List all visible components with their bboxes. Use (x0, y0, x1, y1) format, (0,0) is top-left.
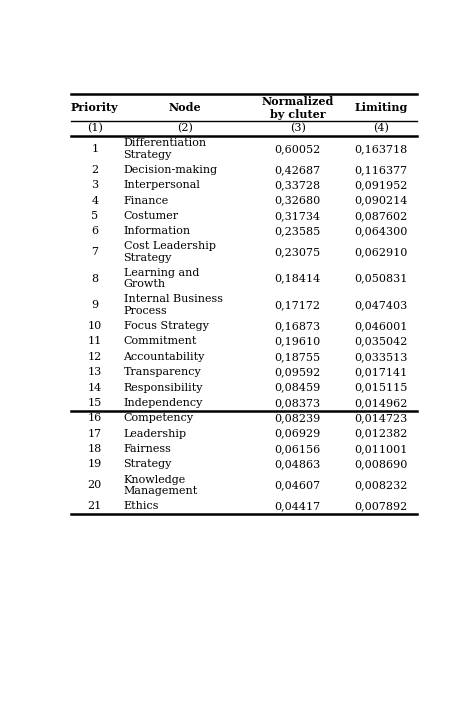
Text: 15: 15 (88, 398, 102, 408)
Text: 1: 1 (91, 144, 99, 154)
Text: (2): (2) (177, 124, 193, 134)
Text: Accountability: Accountability (124, 352, 205, 362)
Text: Node: Node (169, 102, 201, 114)
Text: 0,04607: 0,04607 (275, 481, 321, 491)
Text: Independency: Independency (124, 398, 203, 408)
Text: 0,047403: 0,047403 (354, 300, 407, 310)
Text: Competency: Competency (124, 413, 194, 423)
Text: 9: 9 (91, 300, 99, 310)
Text: Transparency: Transparency (124, 367, 201, 377)
Text: 0,08459: 0,08459 (275, 383, 321, 393)
Text: 4: 4 (91, 196, 99, 206)
Text: 18: 18 (88, 444, 102, 454)
Text: Decision-making: Decision-making (124, 165, 218, 175)
Text: 0,091952: 0,091952 (354, 180, 407, 190)
Text: 17: 17 (88, 428, 102, 438)
Text: Ethics: Ethics (124, 501, 159, 511)
Text: 0,04417: 0,04417 (275, 501, 321, 511)
Text: 11: 11 (88, 336, 102, 346)
Text: 0,011001: 0,011001 (354, 444, 407, 454)
Text: 10: 10 (88, 321, 102, 331)
Text: Focus Strategy: Focus Strategy (124, 321, 208, 331)
Text: Responsibility: Responsibility (124, 383, 203, 393)
Text: 21: 21 (88, 501, 102, 511)
Text: 0,064300: 0,064300 (354, 226, 407, 236)
Text: Strategy: Strategy (124, 460, 172, 470)
Text: 0,18755: 0,18755 (275, 352, 321, 362)
Text: 0,008690: 0,008690 (354, 460, 407, 470)
Text: 0,23585: 0,23585 (275, 226, 321, 236)
Text: 8: 8 (91, 273, 99, 283)
Text: 0,16873: 0,16873 (275, 321, 321, 331)
Text: 0,42687: 0,42687 (275, 165, 321, 175)
Text: 0,012382: 0,012382 (354, 428, 407, 438)
Text: Costumer: Costumer (124, 211, 178, 221)
Text: Limiting: Limiting (354, 102, 407, 114)
Text: Finance: Finance (124, 196, 169, 206)
Text: 0,163718: 0,163718 (354, 144, 407, 154)
Text: 20: 20 (88, 481, 102, 491)
Text: Cost Leadership
Strategy: Cost Leadership Strategy (124, 241, 216, 263)
Text: 0,050831: 0,050831 (354, 273, 407, 283)
Text: 0,014723: 0,014723 (354, 413, 407, 423)
Text: Interpersonal: Interpersonal (124, 180, 200, 190)
Text: Information: Information (124, 226, 191, 236)
Text: 0,116377: 0,116377 (354, 165, 407, 175)
Text: 0,087602: 0,087602 (354, 211, 407, 221)
Text: 6: 6 (91, 226, 99, 236)
Text: Leadership: Leadership (124, 428, 187, 438)
Text: 0,014962: 0,014962 (354, 398, 407, 408)
Text: 0,015115: 0,015115 (354, 383, 407, 393)
Text: 19: 19 (88, 460, 102, 470)
Text: 0,32680: 0,32680 (275, 196, 321, 206)
Text: 0,008232: 0,008232 (354, 481, 407, 491)
Text: 0,062910: 0,062910 (354, 247, 407, 257)
Text: 0,007892: 0,007892 (354, 501, 407, 511)
Text: 0,17172: 0,17172 (275, 300, 321, 310)
Text: 3: 3 (91, 180, 99, 190)
Text: 0,09592: 0,09592 (275, 367, 321, 377)
Text: 7: 7 (91, 247, 99, 257)
Text: Normalized
by cluter: Normalized by cluter (261, 96, 334, 119)
Text: 14: 14 (88, 383, 102, 393)
Text: Commitment: Commitment (124, 336, 197, 346)
Text: 0,090214: 0,090214 (354, 196, 407, 206)
Text: Internal Business
Process: Internal Business Process (124, 294, 223, 316)
Text: 0,08373: 0,08373 (275, 398, 321, 408)
Text: Differentiation
Strategy: Differentiation Strategy (124, 138, 207, 160)
Text: 2: 2 (91, 165, 99, 175)
Text: 0,06929: 0,06929 (275, 428, 321, 438)
Text: 0,06156: 0,06156 (275, 444, 321, 454)
Text: Knowledge
Management: Knowledge Management (124, 475, 198, 496)
Text: 13: 13 (88, 367, 102, 377)
Text: 0,035042: 0,035042 (354, 336, 407, 346)
Text: 0,18414: 0,18414 (275, 273, 321, 283)
Text: 16: 16 (88, 413, 102, 423)
Text: Fairness: Fairness (124, 444, 171, 454)
Text: 0,33728: 0,33728 (275, 180, 321, 190)
Text: (3): (3) (290, 124, 306, 134)
Text: Learning and
Growth: Learning and Growth (124, 268, 199, 289)
Text: (1): (1) (87, 124, 103, 134)
Text: Priority: Priority (71, 102, 119, 114)
Text: 12: 12 (88, 352, 102, 362)
Text: 0,046001: 0,046001 (354, 321, 407, 331)
Text: 0,60052: 0,60052 (275, 144, 321, 154)
Text: 0,08239: 0,08239 (275, 413, 321, 423)
Text: 5: 5 (91, 211, 99, 221)
Text: 0,19610: 0,19610 (275, 336, 321, 346)
Text: 0,033513: 0,033513 (354, 352, 407, 362)
Text: 0,017141: 0,017141 (354, 367, 407, 377)
Text: (4): (4) (373, 124, 389, 134)
Text: 0,04863: 0,04863 (275, 460, 321, 470)
Text: 0,23075: 0,23075 (275, 247, 321, 257)
Text: 0,31734: 0,31734 (275, 211, 321, 221)
